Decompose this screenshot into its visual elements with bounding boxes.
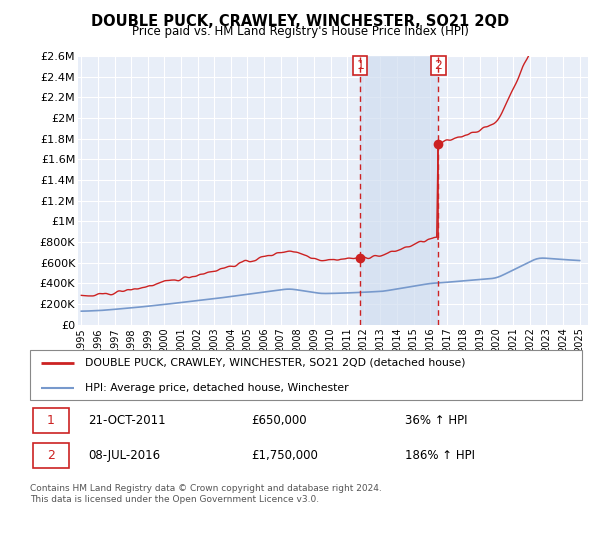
Text: 186% ↑ HPI: 186% ↑ HPI [406,449,475,462]
Text: DOUBLE PUCK, CRAWLEY, WINCHESTER, SO21 2QD: DOUBLE PUCK, CRAWLEY, WINCHESTER, SO21 2… [91,14,509,29]
Text: 1: 1 [47,414,55,427]
Text: £650,000: £650,000 [251,414,307,427]
Text: 36% ↑ HPI: 36% ↑ HPI [406,414,468,427]
FancyBboxPatch shape [33,408,68,433]
Text: DOUBLE PUCK, CRAWLEY, WINCHESTER, SO21 2QD (detached house): DOUBLE PUCK, CRAWLEY, WINCHESTER, SO21 2… [85,358,466,367]
Text: Contains HM Land Registry data © Crown copyright and database right 2024.
This d: Contains HM Land Registry data © Crown c… [30,484,382,504]
Text: 1: 1 [356,59,364,72]
Text: 21-OCT-2011: 21-OCT-2011 [88,414,166,427]
Text: 2: 2 [434,59,442,72]
Text: £1,750,000: £1,750,000 [251,449,317,462]
Text: 2: 2 [47,449,55,462]
Text: HPI: Average price, detached house, Winchester: HPI: Average price, detached house, Winc… [85,383,349,393]
Bar [361,56,439,325]
FancyBboxPatch shape [33,443,68,468]
FancyBboxPatch shape [30,350,582,400]
Text: Price paid vs. HM Land Registry's House Price Index (HPI): Price paid vs. HM Land Registry's House … [131,25,469,38]
Text: 08-JUL-2016: 08-JUL-2016 [88,449,160,462]
